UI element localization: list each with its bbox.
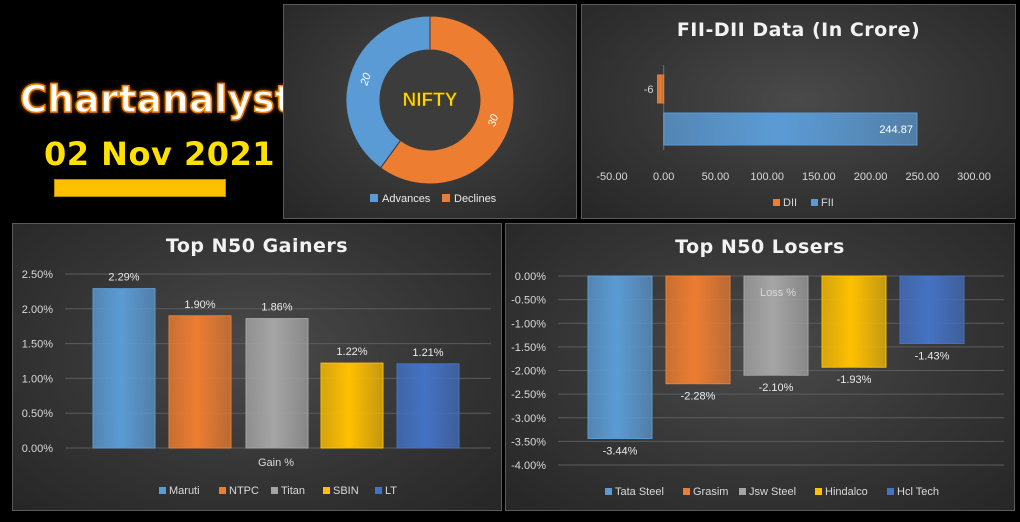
y-tick-label: 1.00% bbox=[22, 373, 53, 385]
x-tick-label: 50.00 bbox=[702, 171, 730, 183]
data-label-hindalco: -1.93% bbox=[837, 374, 872, 386]
donut-center-label: NIFTY bbox=[403, 90, 458, 111]
nifty-donut-chart: 20 30 NIFTY Advances Declines bbox=[345, 15, 515, 205]
fii-dii-panel: FII-DII Data (In Crore) -6 244.87 -50.00 0.… bbox=[581, 4, 1016, 219]
legend-swatch-sbin bbox=[323, 487, 330, 494]
y-tick-label: -0.50% bbox=[511, 295, 546, 307]
losers-title: Top N50 Losers bbox=[675, 236, 845, 258]
legend-swatch-maruti bbox=[159, 487, 166, 494]
legend-label-maruti: Maruti bbox=[169, 485, 200, 497]
legend-swatch-hindalco bbox=[815, 488, 822, 495]
losers-panel: Top N50 Losers 0.00% -0.50% -1.00% -1.50% -2… bbox=[505, 223, 1015, 511]
x-tick-label: 100.00 bbox=[750, 171, 784, 183]
legend-swatch-tata-steel bbox=[605, 488, 612, 495]
fii-dii-chart: -6 244.87 -50.00 0.00 50.00 100.00 150.00 200.0… bbox=[596, 65, 991, 209]
legend-swatch-declines bbox=[442, 194, 450, 202]
x-tick-label: 300.00 bbox=[957, 171, 991, 183]
x-tick-label: 200.00 bbox=[854, 171, 888, 183]
data-label-tata-steel: -3.44% bbox=[603, 446, 638, 458]
legend-label-hcl-tech: Hcl Tech bbox=[897, 486, 939, 498]
y-tick-label: 0.00% bbox=[515, 271, 546, 283]
x-tick-label: 0.00 bbox=[653, 171, 674, 183]
donut-slice-advances bbox=[345, 15, 431, 169]
data-label-jsw-steel: -2.10% bbox=[759, 382, 794, 394]
legend-label-lt: LT bbox=[385, 485, 397, 497]
brand-title: Chartanalystji bbox=[19, 77, 320, 122]
donut-slice-declines bbox=[379, 15, 515, 185]
x-tick-label: 150.00 bbox=[802, 171, 836, 183]
bar-ntpc bbox=[168, 315, 232, 449]
legend-label-tata-steel: Tata Steel bbox=[615, 486, 664, 498]
y-tick-label: -3.50% bbox=[511, 436, 546, 448]
bar-titan bbox=[245, 318, 309, 449]
legend-swatch-grasim bbox=[683, 488, 690, 495]
bar-sbin bbox=[320, 362, 384, 449]
y-tick-label: 2.00% bbox=[22, 304, 53, 316]
y-tick-label: -1.50% bbox=[511, 342, 546, 354]
donut-value-label: 20 bbox=[358, 71, 374, 88]
legend-label-fii: FII bbox=[821, 197, 834, 209]
y-tick-label: 1.50% bbox=[22, 339, 53, 351]
bar-grasim bbox=[665, 275, 731, 385]
bar-dii bbox=[657, 74, 665, 104]
legend-label-advances: Advances bbox=[382, 193, 431, 205]
legend-label-grasim: Grasim bbox=[693, 486, 728, 498]
legend-swatch-ntpc bbox=[219, 487, 226, 494]
y-tick-label: -3.00% bbox=[511, 413, 546, 425]
legend-label-dii: DII bbox=[783, 197, 797, 209]
bar-lt bbox=[396, 363, 460, 449]
losers-chart: 0.00% -0.50% -1.00% -1.50% -2.00% -2.50% -3.00… bbox=[511, 271, 1004, 498]
legend-label-jsw-steel: Jsw Steel bbox=[749, 486, 796, 498]
x-axis-label: Gain % bbox=[258, 457, 294, 469]
gainers-panel: Top N50 Gainers 2.50% 2.00% 1.50% 1.00% 0.50… bbox=[12, 223, 502, 511]
legend-label-declines: Declines bbox=[454, 193, 497, 205]
gainers-chart: 2.50% 2.00% 1.50% 1.00% 0.50% 0.00% 2.29% 1.90%… bbox=[22, 269, 491, 497]
legend-swatch-lt bbox=[375, 487, 382, 494]
brand-date: 02 Nov 2021 bbox=[44, 135, 275, 173]
legend-swatch-hcl-tech bbox=[887, 488, 894, 495]
y-tick-label: -4.00% bbox=[511, 460, 546, 472]
data-label-hcl-tech: -1.43% bbox=[915, 351, 950, 363]
y-tick-label: -2.00% bbox=[511, 366, 546, 378]
y-tick-label: -2.50% bbox=[511, 389, 546, 401]
y-tick-label: 0.00% bbox=[22, 443, 53, 455]
x-tick-label: 250.00 bbox=[905, 171, 939, 183]
bar-maruti bbox=[92, 288, 156, 449]
x-tick-label: -50.00 bbox=[596, 171, 627, 183]
legend-label-ntpc: NTPC bbox=[229, 485, 259, 497]
bar-hindalco bbox=[821, 275, 887, 368]
data-label-dii: -6 bbox=[644, 84, 654, 96]
data-label-grasim: -2.28% bbox=[681, 391, 716, 403]
donut-hole bbox=[381, 51, 479, 149]
legend-swatch-titan bbox=[271, 487, 278, 494]
legend-swatch-dii bbox=[773, 199, 780, 206]
bar-hcl-tech bbox=[899, 275, 965, 345]
data-label-lt: 1.21% bbox=[412, 347, 443, 359]
legend-label-hindalco: Hindalco bbox=[825, 486, 868, 498]
legend-swatch-jsw-steel bbox=[739, 488, 746, 495]
gainers-title: Top N50 Gainers bbox=[165, 235, 349, 257]
x-axis-label: Loss % bbox=[760, 287, 796, 299]
legend-label-titan: Titan bbox=[281, 485, 305, 497]
y-tick-label: 2.50% bbox=[22, 269, 53, 281]
fii-dii-title: FII-DII Data (In Crore) bbox=[676, 19, 921, 41]
data-label-sbin: 1.22% bbox=[336, 346, 367, 358]
data-label-ntpc: 1.90% bbox=[184, 299, 215, 311]
donut-value-label: 30 bbox=[486, 112, 501, 128]
bar-fii bbox=[663, 112, 918, 146]
data-label-titan: 1.86% bbox=[261, 302, 292, 314]
legend-swatch-advances bbox=[370, 194, 378, 202]
legend-label-sbin: SBIN bbox=[333, 485, 359, 497]
y-tick-label: 0.50% bbox=[22, 408, 53, 420]
legend-swatch-fii bbox=[811, 199, 818, 206]
brand-underline-bar bbox=[54, 179, 226, 197]
data-label-maruti: 2.29% bbox=[108, 272, 139, 284]
bar-tata-steel bbox=[587, 275, 653, 440]
bar-jsw-steel bbox=[743, 275, 809, 376]
y-tick-label: -1.00% bbox=[511, 318, 546, 330]
data-label-fii: 244.87 bbox=[879, 124, 913, 136]
nifty-panel: 20 30 NIFTY Advances Declines bbox=[283, 4, 577, 219]
